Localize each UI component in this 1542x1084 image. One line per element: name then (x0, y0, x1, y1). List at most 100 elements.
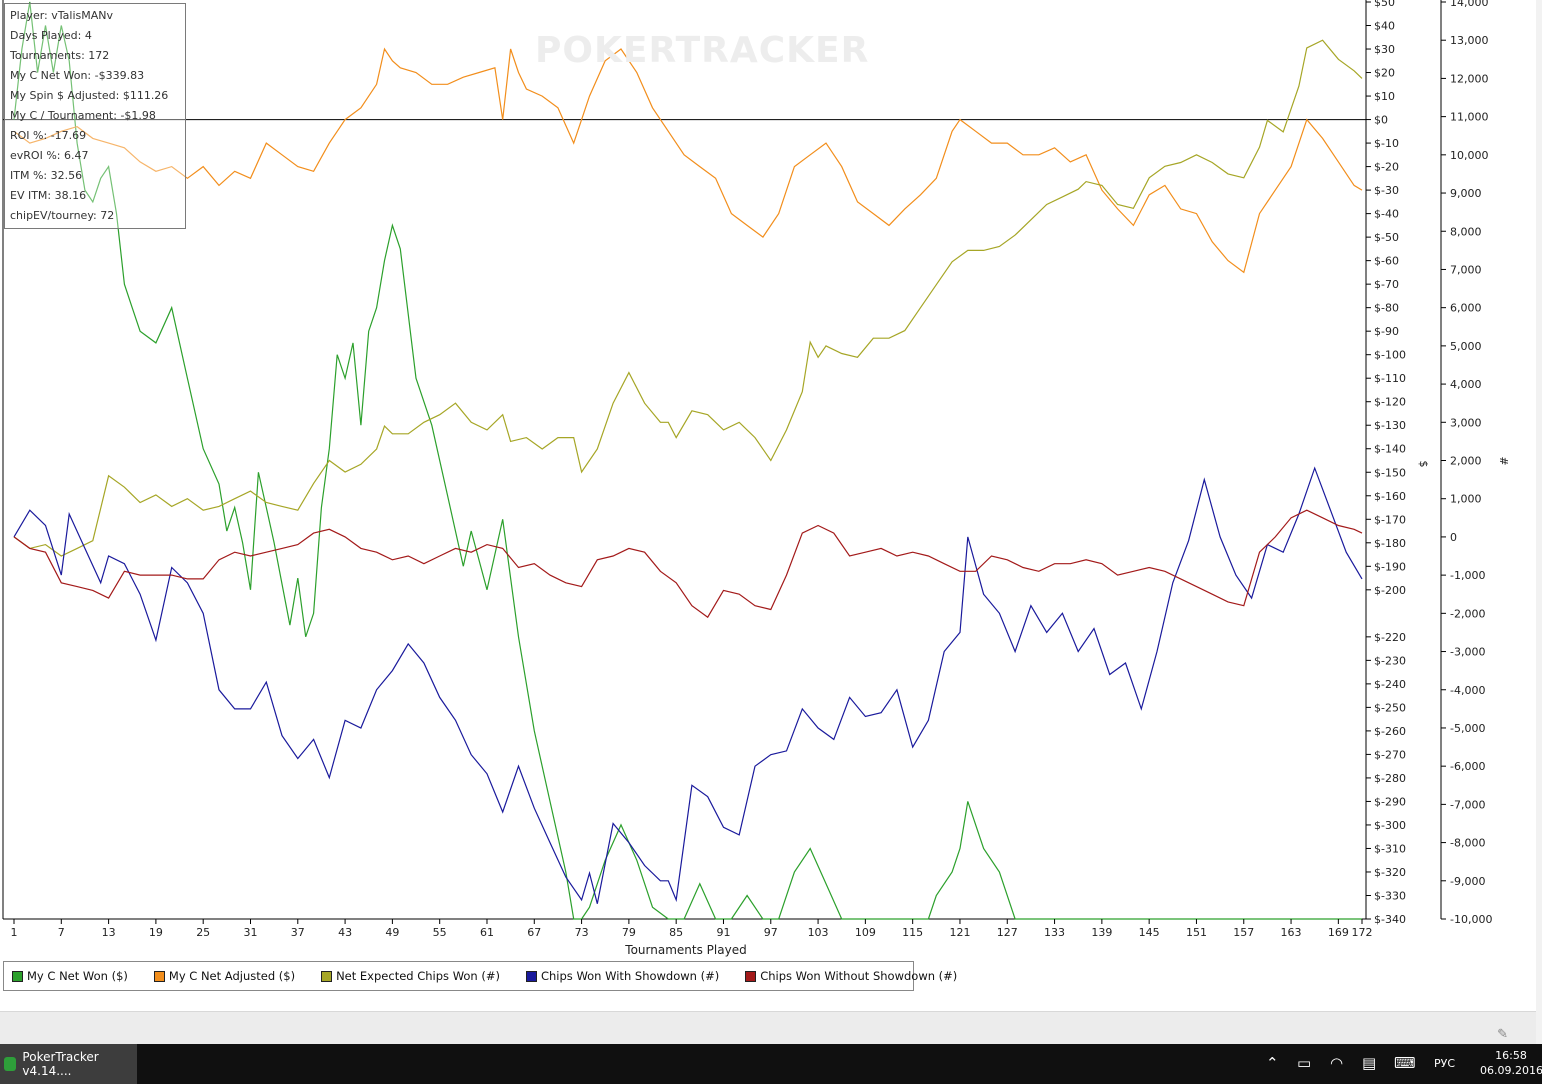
stat-spin-adjusted: My Spin $ Adjusted: $111.26 (10, 89, 169, 102)
series-line-3 (13, 466, 1363, 904)
taskbar-app-label: PokerTracker v4.14.... (22, 1050, 99, 1078)
right-y-tick-label: -3,000 (1450, 646, 1485, 659)
left-y-tick-label: $-300 (1374, 819, 1406, 832)
x-tick-label: 1 (11, 926, 18, 939)
left-y-tick-label: $-280 (1374, 772, 1406, 785)
chart-legend: My C Net Won ($) My C Net Adjusted ($) N… (3, 961, 957, 991)
left-y-tick-label: $-250 (1374, 701, 1406, 714)
chart-canvas: 1 7 13 19 25 31 37 43 49 55 61 67 73 79 85 91 97 103 109 11… (2, 0, 1510, 957)
window-edge (1536, 0, 1542, 1044)
right-y-tick-label: -5,000 (1450, 722, 1485, 735)
x-tick-label: 67 (527, 926, 541, 939)
chevron-up-icon[interactable]: ⌃ (1266, 1054, 1279, 1072)
left-y-tick-label: $-120 (1374, 396, 1406, 409)
windows-taskbar: PokerTracker v4.14.... ⌃ ▭ ◠ ▤ ⌨ РУС 16:… (0, 1044, 1542, 1084)
tray-clock[interactable]: 16:58 06.09.2016 (1480, 1048, 1542, 1078)
stat-roi: ROI %: -17.69 (10, 129, 87, 142)
stat-ev-itm: EV ITM: 38.16 (10, 189, 87, 202)
left-y-tick-label: $-320 (1374, 866, 1406, 879)
notification-icon[interactable]: ▤ (1362, 1054, 1377, 1072)
resize-grip-icon[interactable]: ✎ (1497, 1026, 1508, 1041)
x-tick-label: 157 (1233, 926, 1254, 939)
left-y-tick-label: $-90 (1374, 325, 1399, 338)
left-y-tick-label: $-240 (1374, 678, 1406, 691)
left-y-tick-label: $-140 (1374, 443, 1406, 456)
input-language[interactable]: РУС (1434, 1057, 1456, 1070)
right-y-tick-label: -2,000 (1450, 607, 1485, 620)
left-y-tick-label: $-260 (1374, 725, 1406, 738)
right-y-tick-label: 13,000 (1450, 34, 1489, 47)
x-tick-label: 91 (716, 926, 730, 939)
legend-item-net-won[interactable]: My C Net Won ($) (12, 969, 128, 983)
x-tick-label: 73 (575, 926, 589, 939)
series-line-2 (13, 39, 1363, 557)
legend-label: My C Net Won ($) (27, 969, 128, 983)
series-line-4 (13, 509, 1363, 619)
stat-evroi: evROI %: 6.47 (10, 149, 89, 162)
x-tick-label: 7 (58, 926, 65, 939)
x-tick-group: 1 7 13 19 25 31 37 43 49 55 61 67 73 79 85 91 97 103 109 11… (11, 919, 1373, 939)
x-tick-label: 13 (102, 926, 116, 939)
left-y-tick-label: $-230 (1374, 654, 1406, 667)
right-y-tick-label: 4,000 (1450, 378, 1482, 391)
right-y-tick-label: -1,000 (1450, 569, 1485, 582)
legend-item-without-showdown[interactable]: Chips Won Without Showdown (#) (745, 969, 957, 983)
left-y-tick-label: $-290 (1374, 795, 1406, 808)
battery-icon[interactable]: ▭ (1297, 1054, 1312, 1072)
x-tick-label: 61 (480, 926, 494, 939)
left-y-tick-label: $-100 (1374, 349, 1406, 362)
left-y-tick-label: $20 (1374, 67, 1395, 80)
wifi-icon[interactable]: ◠ (1330, 1054, 1344, 1072)
status-bar: ✎ (0, 1011, 1536, 1045)
x-tick-label: 97 (764, 926, 778, 939)
legend-swatch (12, 970, 23, 982)
x-tick-label: 172 (1352, 926, 1373, 939)
right-y-tick-label: -6,000 (1450, 760, 1485, 773)
left-y-tick-label: $-310 (1374, 842, 1406, 855)
right-y-tick-label: 1,000 (1450, 493, 1482, 506)
x-tick-label: 139 (1091, 926, 1112, 939)
left-y-tick-label: $50 (1374, 0, 1395, 9)
series-line-1 (13, 47, 1363, 274)
x-tick-label: 43 (338, 926, 352, 939)
x-tick-label: 85 (669, 926, 683, 939)
left-y-tick-group: $50 $40 $30 $20 $10 $0 $-10 $-20 $-30 $-40 $-50 $-6… (1366, 0, 1406, 926)
legend-label: Net Expected Chips Won (#) (336, 969, 500, 983)
legend-label: My C Net Adjusted ($) (168, 969, 296, 983)
x-tick-label: 103 (808, 926, 829, 939)
pokertracker-app-icon (4, 1057, 17, 1071)
left-y-tick-label: $10 (1374, 90, 1395, 103)
series-line-0 (13, 1, 1362, 920)
right-y-tick-label: 10,000 (1450, 149, 1489, 162)
x-tick-label: 151 (1186, 926, 1207, 939)
left-y-tick-label: $-130 (1374, 419, 1406, 432)
taskbar-app-button[interactable]: PokerTracker v4.14.... (0, 1044, 137, 1084)
x-tick-label: 121 (949, 926, 970, 939)
left-y-tick-label: $-10 (1374, 137, 1399, 150)
x-tick-label: 163 (1281, 926, 1302, 939)
x-tick-label: 115 (902, 926, 923, 939)
right-y-tick-label: 11,000 (1450, 111, 1489, 124)
left-y-tick-label: $-70 (1374, 278, 1399, 291)
legend-label: Chips Won With Showdown (#) (540, 969, 720, 983)
legend-swatch (525, 970, 537, 982)
legend-item-net-adjusted[interactable]: My C Net Adjusted ($) (153, 969, 296, 983)
series-group (13, 1, 1363, 920)
right-y-tick-label: 3,000 (1450, 416, 1482, 429)
left-y-tick-label: $40 (1374, 20, 1395, 33)
left-y-tick-label: $-40 (1374, 208, 1399, 221)
left-y-tick-label: $-170 (1374, 513, 1406, 526)
legend-item-expected-chips[interactable]: Net Expected Chips Won (#) (321, 969, 500, 983)
keyboard-icon[interactable]: ⌨ (1394, 1054, 1416, 1072)
x-tick-label: 37 (291, 926, 305, 939)
left-y-tick-label: $30 (1374, 43, 1395, 56)
right-y-tick-label: 9,000 (1450, 187, 1482, 200)
left-y-tick-label: $-80 (1374, 302, 1399, 315)
left-y-tick-label: $-50 (1374, 231, 1399, 244)
stat-itm: ITM %: 32.56 (10, 169, 83, 182)
left-y-tick-label: $-180 (1374, 537, 1406, 550)
legend-item-with-showdown[interactable]: Chips Won With Showdown (#) (525, 969, 720, 983)
right-y-tick-label: 2,000 (1450, 455, 1482, 468)
x-tick-label: 169 (1328, 926, 1349, 939)
left-y-tick-label: $-20 (1374, 161, 1399, 174)
